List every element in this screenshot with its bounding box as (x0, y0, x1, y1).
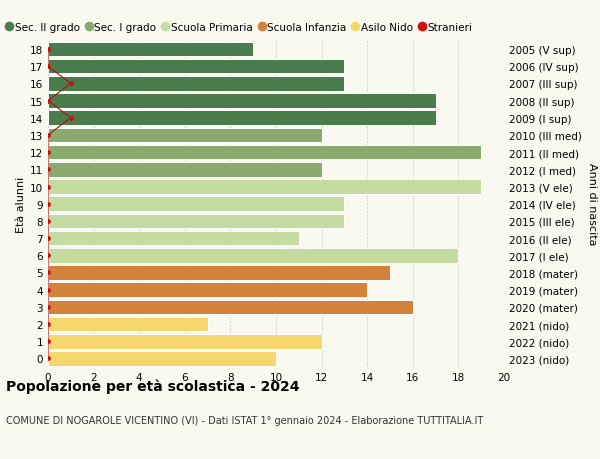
Bar (48, 77, 344, 91)
Bar (48, 248, 458, 263)
Bar (48, 94, 436, 109)
Bar (48, 317, 208, 331)
Text: Popolazione per età scolastica - 2024: Popolazione per età scolastica - 2024 (6, 379, 299, 393)
Bar (48, 60, 344, 74)
Point (43, 355, 53, 362)
Bar (48, 351, 276, 366)
Y-axis label: Età alunni: Età alunni (16, 176, 26, 232)
Point (43, 166, 53, 174)
Bar (48, 266, 390, 280)
Point (43, 201, 53, 208)
Bar (48, 214, 344, 229)
Bar (48, 197, 344, 212)
Bar (48, 162, 322, 177)
Bar (48, 283, 367, 297)
Point (43, 338, 53, 345)
Text: COMUNE DI NOGAROLE VICENTINO (VI) - Dati ISTAT 1° gennaio 2024 - Elaborazione TU: COMUNE DI NOGAROLE VICENTINO (VI) - Dati… (6, 415, 483, 425)
Bar (48, 129, 322, 143)
Point (66, 80, 76, 88)
Bar (48, 334, 322, 349)
Bar (48, 43, 253, 57)
Point (43, 286, 53, 294)
Point (43, 63, 53, 71)
Bar (48, 300, 413, 314)
Bar (48, 111, 436, 126)
Point (66, 115, 76, 122)
Point (43, 252, 53, 259)
Point (43, 269, 53, 276)
Point (43, 235, 53, 242)
Legend: Sec. II grado, Sec. I grado, Scuola Primaria, Scuola Infanzia, Asilo Nido, Stran: Sec. II grado, Sec. I grado, Scuola Prim… (7, 23, 473, 33)
Y-axis label: Anni di nascita: Anni di nascita (587, 163, 597, 246)
Point (43, 218, 53, 225)
Bar (48, 180, 481, 195)
Point (43, 46, 53, 54)
Point (43, 321, 53, 328)
Point (43, 149, 53, 157)
Point (43, 98, 53, 105)
Bar (48, 231, 299, 246)
Point (43, 132, 53, 140)
Bar (48, 146, 481, 160)
Point (43, 303, 53, 311)
Point (43, 184, 53, 191)
